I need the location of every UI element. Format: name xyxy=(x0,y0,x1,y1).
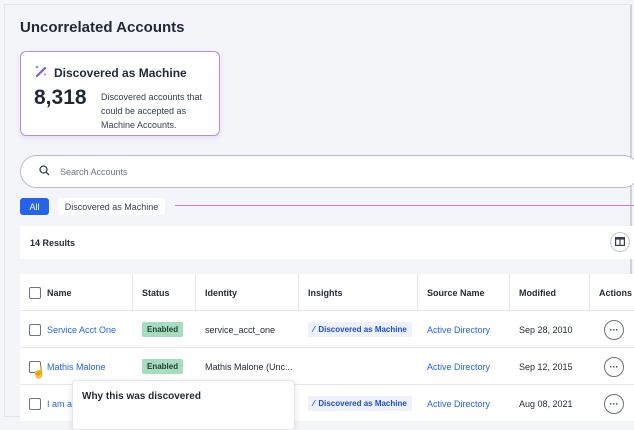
magic-wand-icon: ⁄ xyxy=(313,399,315,408)
more-actions-button[interactable]: ··· xyxy=(604,356,624,377)
discovered-machine-card[interactable]: Discovered as Machine 8,318 Discovered a… xyxy=(20,51,220,136)
account-name-link[interactable]: Mathis Malone xyxy=(47,361,106,372)
col-modified[interactable]: Modified xyxy=(510,274,590,311)
filter-discovered-as-machine[interactable]: Discovered as Machine xyxy=(58,198,165,215)
search-icon xyxy=(39,163,50,181)
modified-date: Aug 08, 2021 xyxy=(519,398,573,409)
more-actions-button[interactable]: ··· xyxy=(604,319,624,340)
results-count: 14 Results xyxy=(30,237,76,248)
table-row: Mathis Malone Enabled Mathis Malone (Unc… xyxy=(20,348,634,385)
magic-wand-icon: ⁄ xyxy=(313,325,315,334)
account-name-link[interactable]: Service Acct One xyxy=(47,324,117,335)
columns-button[interactable] xyxy=(610,232,630,252)
select-all-checkbox[interactable] xyxy=(29,286,41,299)
modified-date: Sep 12, 2015 xyxy=(519,361,573,372)
identity: Mathis Malone (Unc... xyxy=(205,361,293,372)
row-checkbox[interactable] xyxy=(29,323,41,336)
magic-wand-icon xyxy=(34,64,48,81)
popover-title: Why this was discovered xyxy=(82,391,201,402)
col-name[interactable]: Name xyxy=(47,287,72,298)
card-count: 8,318 xyxy=(34,86,87,109)
page-title: Uncorrelated Accounts xyxy=(20,19,185,36)
status-badge: Enabled xyxy=(142,322,184,337)
col-identity[interactable]: Identity xyxy=(196,274,299,311)
more-actions-button[interactable]: ··· xyxy=(604,393,624,414)
filter-all[interactable]: All xyxy=(20,198,49,215)
why-discovered-popover: Why this was discovered xyxy=(72,380,295,430)
hand-cursor-icon: ☝ xyxy=(32,367,46,379)
divider xyxy=(175,205,634,206)
status-badge: Enabled xyxy=(142,359,184,374)
insight-label: Discovered as Machine xyxy=(318,325,407,334)
table-row: I am a ⁄ Discovered as Machine Active Dir… xyxy=(20,385,634,421)
insight-badge[interactable]: ⁄ Discovered as Machine xyxy=(308,322,412,337)
modified-date: Sep 28, 2010 xyxy=(519,324,573,335)
card-title: Discovered as Machine xyxy=(54,65,187,80)
row-checkbox[interactable] xyxy=(29,397,41,410)
row-checkbox[interactable] xyxy=(29,360,41,373)
col-insights[interactable]: Insights xyxy=(299,274,418,311)
columns-icon xyxy=(615,236,626,248)
account-name-link[interactable]: I am a xyxy=(47,398,73,409)
results-bar: 14 Results xyxy=(20,226,634,259)
identity: service_acct_one xyxy=(205,324,276,335)
card-description: Discovered accounts that could be accept… xyxy=(101,92,203,130)
source-link[interactable]: Active Directory xyxy=(427,398,491,409)
col-source-name[interactable]: Source Name xyxy=(418,274,510,311)
insight-badge[interactable]: ⁄ Discovered as Machine xyxy=(308,396,412,411)
search-input[interactable] xyxy=(60,166,177,177)
insight-label: Discovered as Machine xyxy=(318,399,407,408)
source-link[interactable]: Active Directory xyxy=(427,324,491,335)
source-link[interactable]: Active Directory xyxy=(427,361,491,372)
table-row: Service Acct One Enabled service_acct_on… xyxy=(20,311,634,348)
search-bar[interactable] xyxy=(20,155,634,188)
col-status[interactable]: Status xyxy=(133,274,196,311)
table-header: Name Status Identity Insights Source Nam… xyxy=(20,274,634,311)
col-actions: Actions xyxy=(599,287,633,298)
